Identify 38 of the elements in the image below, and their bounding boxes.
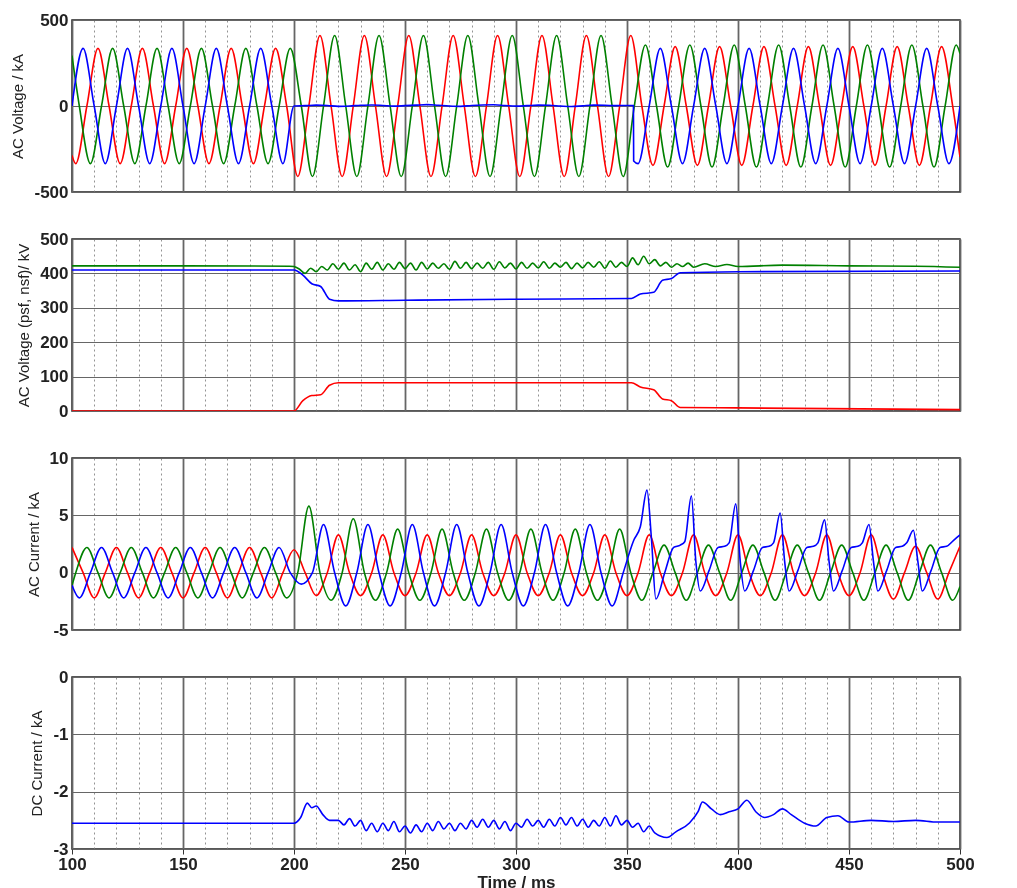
- x-tick-label: 350: [613, 854, 642, 874]
- line-series: [72, 269, 960, 302]
- line-series: [72, 255, 960, 275]
- x-tick-label: 300: [502, 854, 531, 874]
- x-axis-title: Time / ms: [477, 872, 556, 888]
- y-tick-label: -500: [34, 182, 69, 202]
- y-axis-title: AC Voltage (psf, nsf)/ kV: [15, 243, 33, 408]
- y-tick-label: 500: [40, 10, 69, 30]
- x-tick-label: 250: [391, 854, 420, 874]
- y-tick-label: 200: [40, 332, 69, 352]
- line-series: [72, 505, 960, 601]
- y-tick-label: -3: [53, 839, 69, 859]
- y-axis-title: DC Current / kA: [28, 710, 46, 817]
- line-series: [72, 489, 960, 607]
- y-tick-label: 500: [40, 229, 69, 249]
- y-tick-label: -5: [53, 620, 69, 640]
- y-tick-label: -1: [53, 724, 69, 744]
- y-tick-label: 300: [40, 298, 69, 318]
- x-tick-label: 400: [724, 854, 753, 874]
- y-tick-label: 100: [40, 367, 69, 387]
- x-tick-label: 450: [835, 854, 864, 874]
- line-series: [72, 34, 960, 178]
- y-axis-title: AC Voltage / kA: [9, 53, 27, 160]
- y-tick-label: 0: [59, 563, 69, 583]
- x-tick-label: 500: [946, 854, 975, 874]
- y-tick-label: 0: [59, 96, 69, 116]
- y-tick-label: 400: [40, 263, 69, 283]
- y-axis-title: AC Current / kA: [24, 491, 42, 598]
- line-series: [72, 799, 960, 839]
- y-tick-label: 5: [59, 505, 69, 525]
- y-tick-label: 0: [59, 401, 69, 421]
- x-tick-label: 200: [280, 854, 309, 874]
- y-tick-label: -2: [53, 782, 69, 802]
- y-tick-label: 10: [49, 448, 69, 468]
- line-series: [72, 47, 960, 165]
- y-tick-label: 0: [59, 667, 69, 687]
- x-tick-label: 150: [169, 854, 198, 874]
- line-series: [72, 534, 960, 600]
